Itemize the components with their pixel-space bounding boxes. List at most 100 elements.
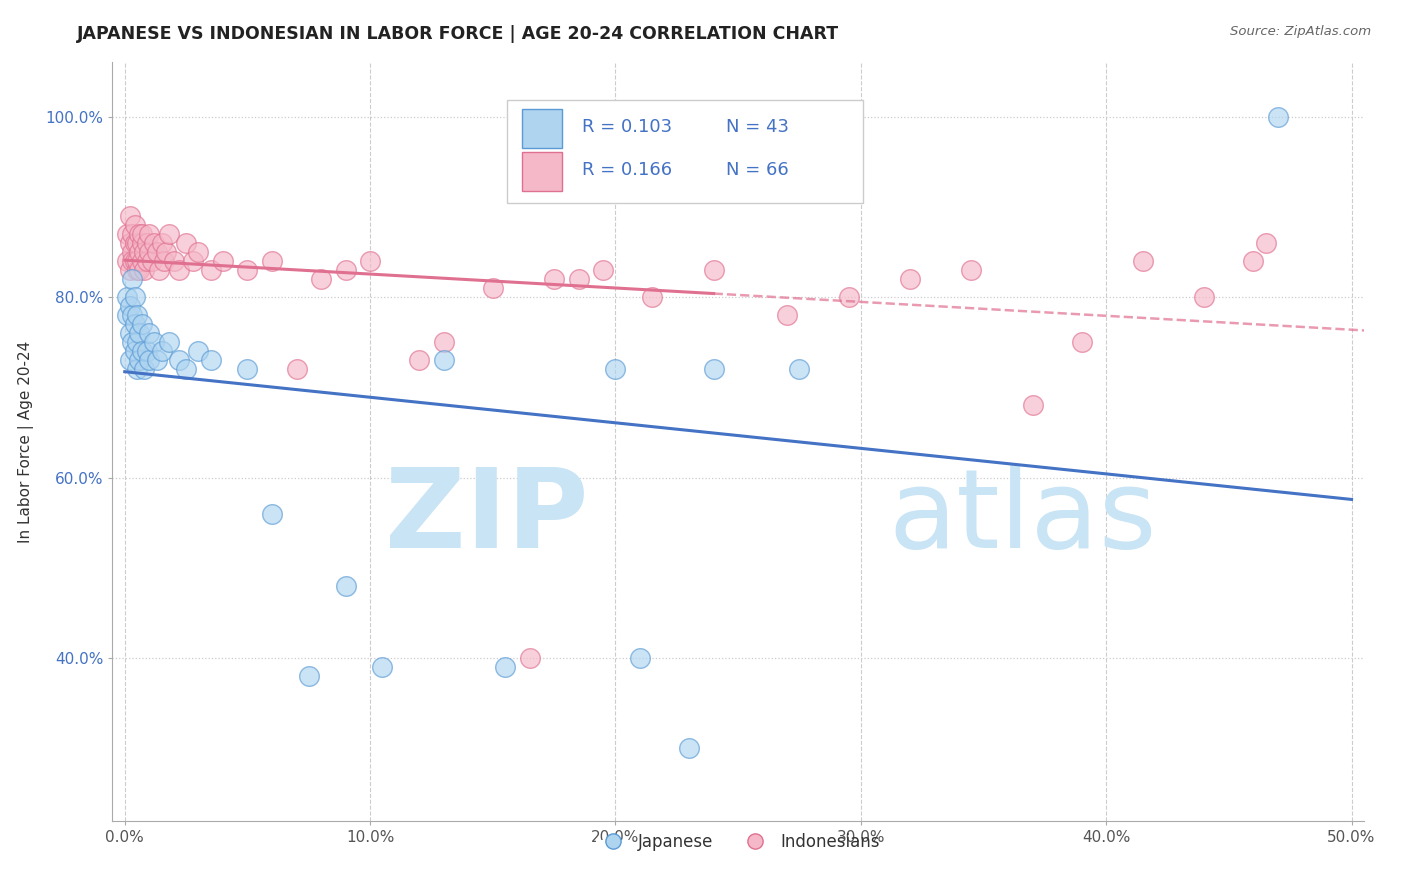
Point [128,353,150,368]
Point [200,263,222,277]
Text: R = 0.103: R = 0.103 [582,118,672,136]
Point [1070,335,1092,350]
Point [703,263,725,277]
Text: N = 66: N = 66 [725,161,789,179]
Point [145,244,167,259]
Point [121,244,143,259]
Point [125,263,148,277]
Point [1194,290,1216,304]
Point [543,272,565,286]
Point [519,651,541,665]
Point [134,362,156,376]
Point [960,263,983,277]
Point [157,335,180,350]
Point [260,254,283,268]
Point [174,362,197,376]
FancyBboxPatch shape [522,109,562,148]
Point [143,335,166,350]
Point [131,235,153,250]
Point [115,227,138,241]
Point [433,353,456,368]
Point [138,244,160,259]
Point [174,235,197,250]
Point [121,308,143,322]
Point [128,263,150,277]
Text: JAPANESE VS INDONESIAN IN LABOR FORCE | AGE 20-24 CORRELATION CHART: JAPANESE VS INDONESIAN IN LABOR FORCE | … [77,25,839,43]
Point [408,353,430,368]
Point [118,299,141,313]
Point [115,290,138,304]
Point [125,254,148,268]
Point [1241,254,1264,268]
Point [134,263,156,277]
Point [124,317,146,331]
Point [124,235,146,250]
Point [131,254,153,268]
Point [115,308,138,322]
Point [125,362,148,376]
Point [138,326,160,341]
Point [494,660,516,674]
Point [124,218,146,232]
Point [131,344,153,359]
Text: ZIP: ZIP [385,464,588,571]
Text: Source: ZipAtlas.com: Source: ZipAtlas.com [1230,25,1371,38]
Point [128,227,150,241]
Point [433,335,456,350]
Point [335,263,357,277]
Point [776,308,799,322]
Point [125,335,148,350]
Point [155,244,177,259]
Point [125,235,148,250]
Point [167,263,190,277]
Point [138,227,160,241]
Point [135,254,157,268]
Point [121,272,143,286]
Point [285,362,308,376]
Point [628,651,651,665]
Point [703,362,725,376]
Point [135,235,157,250]
Point [260,507,283,521]
Point [121,335,143,350]
Point [128,326,150,341]
Point [121,227,143,241]
Point [153,254,176,268]
Point [135,344,157,359]
Point [118,353,141,368]
Point [1254,235,1277,250]
Point [359,254,381,268]
Point [605,362,627,376]
Point [150,235,173,250]
Point [134,244,156,259]
Point [157,227,180,241]
Point [124,254,146,268]
Y-axis label: In Labor Force | Age 20-24: In Labor Force | Age 20-24 [18,341,34,542]
Point [212,254,235,268]
Point [125,308,148,322]
Point [150,344,173,359]
Point [236,263,259,277]
Point [131,317,153,331]
Legend: Japanese, Indonesians: Japanese, Indonesians [591,827,886,858]
Point [592,263,614,277]
Point [121,254,143,268]
Point [568,272,591,286]
Point [187,244,209,259]
Point [124,290,146,304]
Point [236,362,259,376]
Point [309,272,332,286]
Point [115,254,138,268]
Point [298,669,321,683]
Point [143,235,166,250]
Point [335,579,357,593]
Point [124,344,146,359]
Point [183,254,205,268]
Text: R = 0.166: R = 0.166 [582,161,672,179]
Point [371,660,394,674]
Text: N = 43: N = 43 [725,118,789,136]
Point [148,263,170,277]
Point [1132,254,1154,268]
Point [200,353,222,368]
Point [187,344,209,359]
